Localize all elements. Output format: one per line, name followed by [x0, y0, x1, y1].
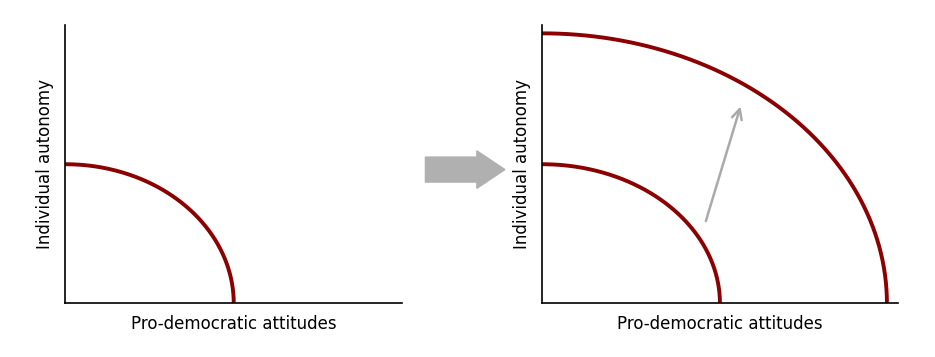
Y-axis label: Individual autonomy: Individual autonomy	[513, 79, 531, 249]
X-axis label: Pro-democratic attitudes: Pro-democratic attitudes	[617, 315, 823, 333]
FancyArrow shape	[425, 151, 505, 188]
X-axis label: Pro-democratic attitudes: Pro-democratic attitudes	[131, 315, 337, 333]
Y-axis label: Individual autonomy: Individual autonomy	[36, 79, 54, 249]
